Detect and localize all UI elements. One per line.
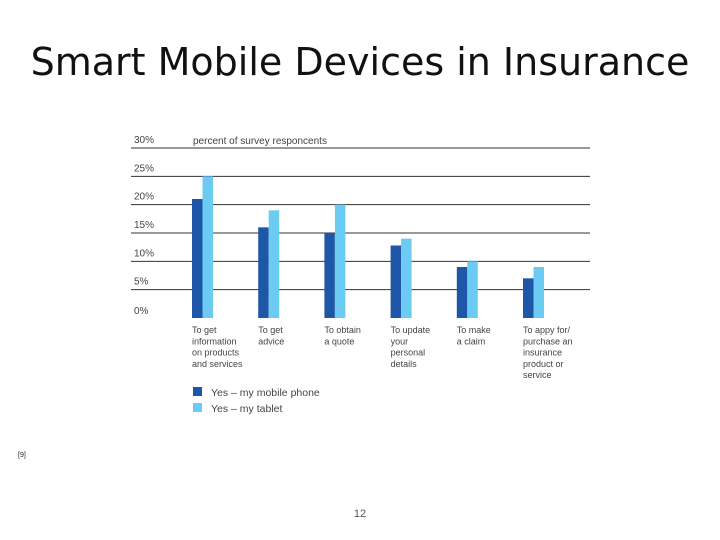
legend: Yes – my mobile phone Yes – my tablet (193, 387, 320, 415)
y-tick-label-0: 0% (134, 306, 149, 317)
y-tick-label-10: 10% (134, 248, 154, 259)
category-label-2: To obtain a quote (324, 325, 361, 346)
y-tick-label-25: 25% (134, 163, 154, 174)
bar-series0-cat1 (258, 227, 269, 318)
category-labels: To get information on products and services… (192, 325, 573, 380)
bar-series0-cat4 (456, 267, 468, 318)
y-axis-tick-labels: 0% 5% 10% 15% 20% 25% 30% (134, 135, 154, 317)
page-number: 12 (353, 508, 367, 520)
y-axis-label: percent of survey responcents (193, 136, 327, 147)
bar-series1-cat0 (202, 176, 213, 318)
legend-swatch-0 (193, 387, 202, 396)
y-tick-label-5: 5% (134, 277, 149, 288)
bar-series0-cat5 (523, 278, 534, 318)
bar-series1-cat3 (401, 238, 412, 318)
bar-series0-cat0 (192, 199, 203, 318)
y-tick-label-20: 20% (134, 192, 154, 203)
category-label-3: To update your personal details (391, 325, 431, 369)
bar-series1-cat4 (467, 261, 478, 318)
category-label-4: To make a claim (457, 325, 491, 346)
legend-label-1: Yes – my tablet (211, 403, 282, 415)
category-label-1: To get advice (258, 325, 284, 346)
bar-series1-cat5 (533, 267, 544, 318)
slide-title: Smart Mobile Devices in Insurance (30, 40, 690, 84)
category-label-5: To appy for/purchase an insurance product … (523, 325, 573, 380)
bar-series0-cat3 (390, 245, 402, 318)
bar-series1-cat1 (268, 210, 280, 318)
bar-series0-cat2 (324, 233, 335, 318)
bars (192, 176, 544, 318)
bar-series1-cat2 (334, 204, 346, 318)
category-label-0: To get information on products and services (192, 325, 243, 369)
y-tick-label-15: 15% (134, 220, 154, 231)
legend-label-0: Yes – my mobile phone (211, 387, 320, 399)
y-tick-label-30: 30% (134, 135, 154, 146)
legend-swatch-1 (193, 403, 202, 412)
reference-marker: [9] (18, 452, 26, 459)
